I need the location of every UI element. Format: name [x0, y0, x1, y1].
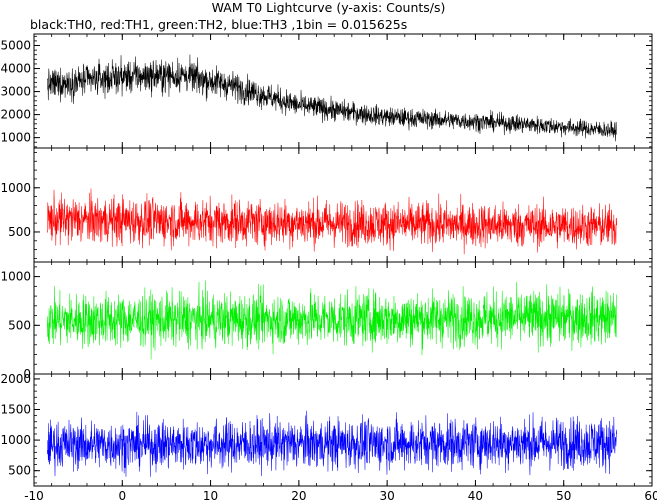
y-tick-label: 500: [8, 225, 31, 239]
y-tick-label: 5000: [0, 39, 31, 53]
y-tick-label: 500: [8, 464, 31, 478]
panel-frame: [33, 33, 653, 149]
x-tick-label: 50: [556, 489, 571, 503]
y-tick-label: 1000: [0, 131, 31, 145]
panel-frame: [33, 147, 653, 263]
series-1-line: [46, 188, 617, 255]
series-0-line: [46, 54, 617, 142]
y-tick-label: 1000: [0, 181, 31, 195]
y-tick-label: 4000: [0, 62, 31, 76]
y-tick-label: 1000: [0, 270, 31, 284]
x-tick-label: 30: [380, 489, 395, 503]
y-tick-label: 2000: [0, 372, 31, 386]
x-tick-label: 10: [203, 489, 218, 503]
chart-title: WAM T0 Lightcurve (y-axis: Counts/s): [211, 0, 446, 15]
y-tick-label: 3000: [0, 85, 31, 99]
y-tick-label: 1000: [0, 433, 31, 447]
x-tick-label: 40: [468, 489, 483, 503]
y-tick-label: 0: [23, 367, 31, 381]
y-tick-label: 1500: [0, 402, 31, 416]
series-2-line: [46, 280, 617, 360]
chart-subtitle: black:TH0, red:TH1, green:TH2, blue:TH3 …: [30, 17, 408, 32]
x-tick-label: 20: [291, 489, 306, 503]
x-tick-label: -10: [24, 489, 44, 503]
x-tick-label: 0: [118, 489, 126, 503]
panel-frame: [33, 373, 653, 487]
x-tick-label: 60: [644, 489, 657, 503]
y-tick-label: 2000: [0, 108, 31, 122]
y-tick-label: 500: [8, 318, 31, 332]
series-3-line: [46, 410, 617, 477]
